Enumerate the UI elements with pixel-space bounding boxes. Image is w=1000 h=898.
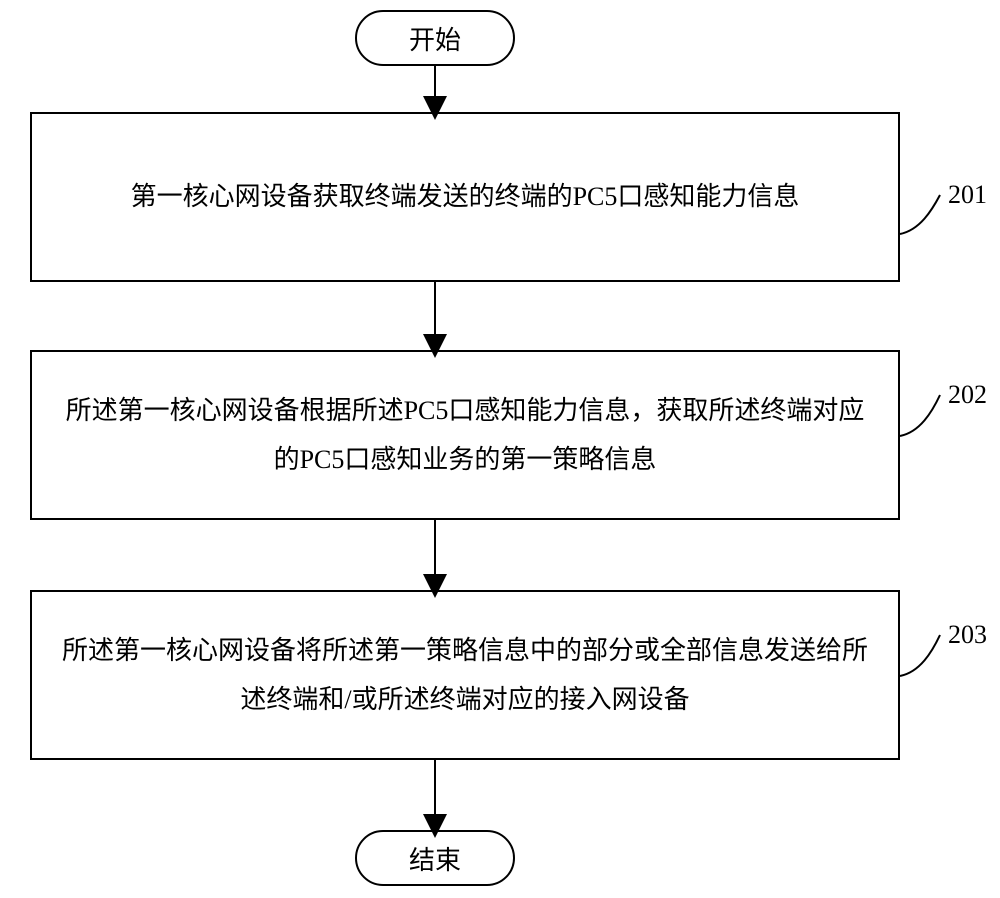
connectors-svg [0,0,1000,898]
flowchart-canvas: 开始 结束 第一核心网设备获取终端发送的终端的PC5口感知能力信息 所述第一核心… [0,0,1000,898]
